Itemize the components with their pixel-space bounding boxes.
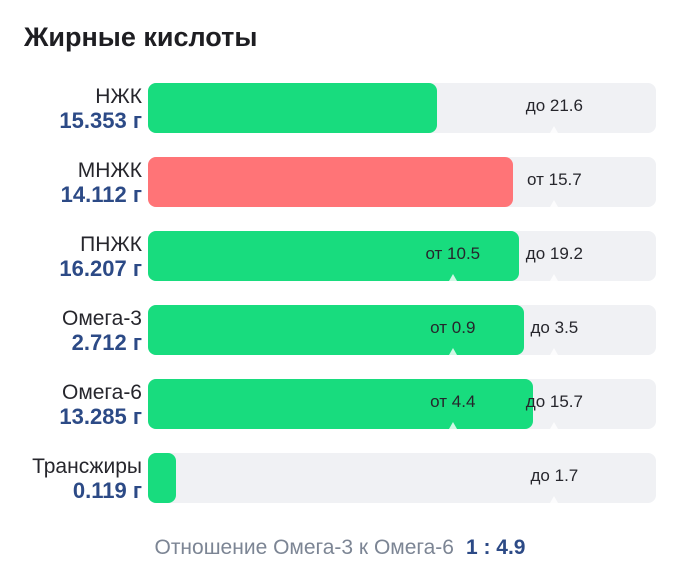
amount-unit: г bbox=[132, 108, 142, 133]
ratio: Отношение Омега-3 к Омега-6 1 : 4.9 bbox=[0, 536, 680, 560]
limit-marker bbox=[550, 200, 559, 207]
limit-label: до 21.6 bbox=[526, 96, 583, 116]
row-amount: 15.353 г bbox=[59, 108, 142, 134]
amount-unit: г bbox=[132, 256, 142, 281]
limit-label: от 4.4 bbox=[430, 392, 475, 412]
limit-marker bbox=[448, 422, 457, 429]
amount-value: 0.119 bbox=[72, 478, 127, 503]
limit-marker bbox=[550, 126, 559, 133]
limit-word: от bbox=[527, 170, 544, 189]
amount-value: 13.285 bbox=[59, 404, 127, 429]
amount-unit: г bbox=[132, 404, 142, 429]
row-label: Омега-3 bbox=[61, 307, 142, 330]
limit-value: 1.7 bbox=[554, 466, 579, 485]
limit-label: до 1.7 bbox=[531, 466, 579, 486]
limit-word: от bbox=[430, 318, 448, 337]
limit-label: до 19.2 bbox=[526, 244, 583, 264]
limit-word: до bbox=[525, 96, 546, 115]
limit-label: от 0.9 bbox=[430, 318, 475, 338]
row-label: ПНЖК bbox=[80, 233, 142, 256]
track: от 0.9 до 3.5 bbox=[148, 305, 656, 355]
row-label: НЖК bbox=[95, 85, 142, 108]
row-amount: 2.712 г bbox=[72, 330, 142, 356]
limit-word: до bbox=[530, 466, 550, 485]
limit-marker bbox=[550, 496, 559, 503]
limit-label: до 3.5 bbox=[531, 318, 579, 338]
amount-unit: г bbox=[132, 182, 142, 207]
bar bbox=[148, 453, 177, 503]
limit-value: 4.4 bbox=[451, 392, 476, 411]
limit-word: до bbox=[530, 318, 550, 337]
row-amount: 13.285 г bbox=[59, 404, 142, 430]
limit-value: 10.5 bbox=[447, 244, 481, 263]
title: Жирные кислоты bbox=[24, 22, 258, 52]
limit-value: 3.5 bbox=[554, 318, 579, 337]
limit-marker bbox=[448, 274, 457, 281]
limit-marker bbox=[550, 274, 559, 281]
row-amount: 14.112 г bbox=[61, 182, 142, 208]
limit-value: 0.9 bbox=[451, 318, 476, 337]
row-amount: 0.119 г bbox=[73, 478, 142, 504]
limit-value: 15.7 bbox=[548, 170, 582, 189]
track: от 10.5 до 19.2 bbox=[148, 231, 656, 281]
limit-word: до bbox=[525, 392, 546, 411]
bar bbox=[148, 305, 524, 355]
limit-value: 19.2 bbox=[549, 244, 583, 263]
track: от 4.4 до 15.7 bbox=[148, 379, 656, 429]
limit-label: от 10.5 bbox=[425, 244, 480, 264]
bar bbox=[148, 83, 437, 133]
row-label: Трансжиры bbox=[32, 455, 142, 478]
amount-value: 14.112 bbox=[60, 182, 127, 207]
ratio-label: Отношение Омега-3 к Омега-6 bbox=[154, 536, 454, 559]
limit-value: 15.7 bbox=[549, 392, 583, 411]
limit-word: от bbox=[425, 244, 443, 263]
limit-label: от 15.7 bbox=[527, 170, 582, 190]
limit-label: до 15.7 bbox=[526, 392, 583, 412]
bar bbox=[148, 379, 533, 429]
bar bbox=[148, 157, 514, 207]
row-amount: 16.207 г bbox=[59, 256, 142, 282]
track: до 1.7 bbox=[148, 453, 656, 503]
bar bbox=[148, 231, 520, 281]
limit-word: до bbox=[525, 244, 546, 263]
limit-marker bbox=[448, 348, 457, 355]
amount-unit: г bbox=[132, 478, 142, 503]
limit-word: от bbox=[430, 392, 448, 411]
row-label: МНЖК bbox=[77, 159, 142, 182]
limit-marker bbox=[550, 422, 559, 429]
ratio-value: 1 : 4.9 bbox=[465, 536, 526, 559]
amount-value: 16.207 bbox=[59, 256, 127, 281]
amount-value: 15.353 bbox=[59, 108, 127, 133]
track: до 21.6 bbox=[148, 83, 656, 133]
amount-value: 2.712 bbox=[71, 330, 127, 355]
limit-value: 21.6 bbox=[549, 96, 583, 115]
track: от 15.7 bbox=[148, 157, 656, 207]
limit-marker bbox=[550, 348, 559, 355]
amount-unit: г bbox=[132, 330, 142, 355]
row-label: Омега-6 bbox=[61, 381, 142, 404]
